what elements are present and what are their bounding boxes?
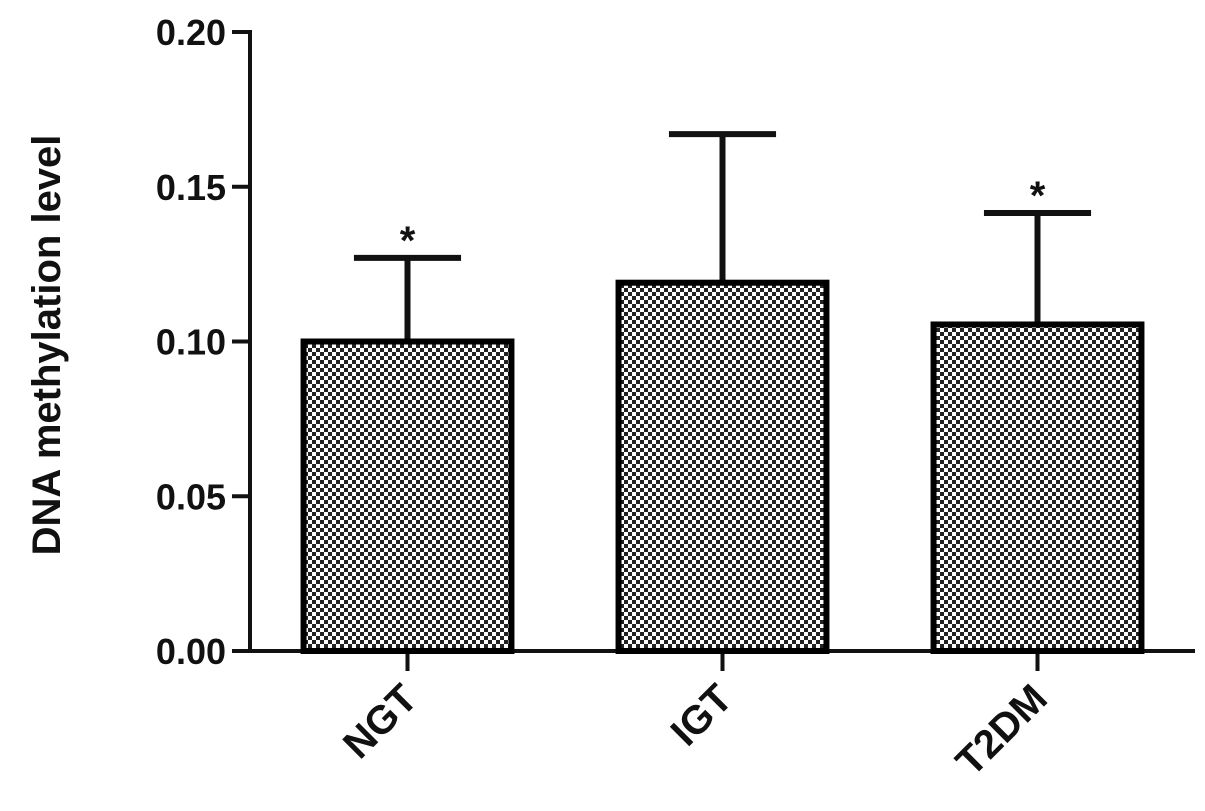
x-tick-label: T2DM (948, 676, 1056, 784)
x-tick-label: NGT (335, 676, 426, 767)
bar (300, 338, 515, 654)
bar (930, 321, 1145, 654)
significance-marker: * (1030, 174, 1046, 218)
y-tick-label: 0.15 (156, 167, 226, 208)
bar (615, 279, 830, 654)
y-tick-label: 0.00 (156, 631, 226, 672)
x-tick-label: IGT (663, 676, 741, 754)
y-axis-label: DNA methylation level (25, 135, 69, 556)
significance-marker: * (400, 219, 416, 263)
y-tick-label: 0.05 (156, 476, 226, 517)
y-tick-label: 0.10 (156, 322, 226, 363)
y-tick-label: 0.20 (156, 12, 226, 53)
